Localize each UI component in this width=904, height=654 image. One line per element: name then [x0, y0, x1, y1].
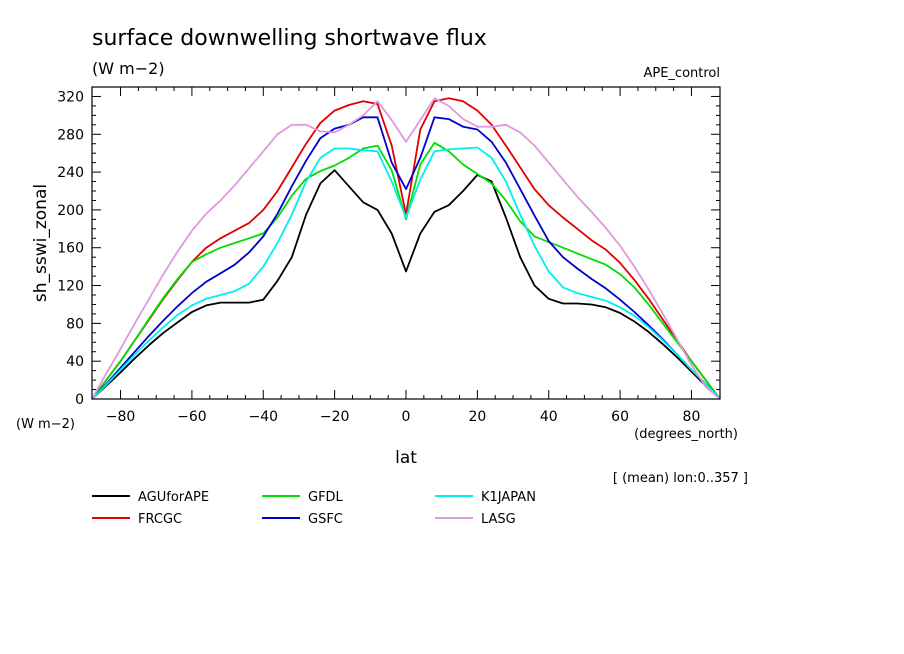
- x-axis-label: lat: [395, 448, 417, 468]
- x-tick-label: 20: [468, 409, 486, 425]
- series-line-aguforape: [91, 169, 721, 400]
- x-tick-label: 40: [540, 409, 558, 425]
- experiment-label: APE_control: [643, 66, 720, 81]
- x-tick-label: −20: [320, 409, 350, 425]
- x-tick-label: 60: [611, 409, 629, 425]
- averaging-note: [ (mean) lon:0..357 ]: [613, 471, 748, 486]
- legend-label-frcgc: FRCGC: [138, 512, 182, 527]
- legend-label-gsfc: GSFC: [308, 512, 343, 527]
- chart-units: (W m−2): [92, 59, 165, 78]
- x-tick-label: 0: [402, 409, 411, 425]
- x-tick-label: 80: [683, 409, 701, 425]
- legend: AGUforAPE FRCGC GFDL GSFC K1JAPAN LASG: [92, 490, 536, 527]
- y-tick-label: 80: [66, 316, 84, 332]
- y-tick-label: 240: [57, 165, 84, 181]
- legend-label-lasg: LASG: [481, 512, 516, 527]
- plot-frame: [91, 86, 721, 400]
- y-tick-label: 280: [57, 127, 84, 143]
- y-tick-label: 120: [57, 279, 84, 295]
- legend-label-aguforape: AGUforAPE: [138, 490, 209, 505]
- plot-area: −80 −60 −40 −20 0 20 40 60 80 0 40 80 120 160 200 240 28…: [57, 86, 721, 425]
- y-tick-label: 0: [75, 392, 84, 408]
- y-axis-unit: (W m−2): [16, 417, 75, 432]
- y-tick-label: 200: [57, 203, 84, 219]
- chart-title: surface downwelling shortwave flux: [92, 26, 487, 51]
- x-tick-label: −80: [106, 409, 136, 425]
- x-tick-label: −40: [248, 409, 278, 425]
- series-line-k1japan: [91, 146, 721, 400]
- series-group: [91, 97, 721, 400]
- series-line-lasg: [91, 97, 721, 400]
- x-axis-unit: (degrees_north): [634, 427, 738, 442]
- series-line-gsfc: [91, 116, 721, 400]
- legend-label-k1japan: K1JAPAN: [481, 490, 536, 505]
- series-line-frcgc: [91, 97, 721, 400]
- y-axis-label: sh_sswi_zonal: [31, 184, 51, 302]
- y-tick-label: 160: [57, 241, 84, 257]
- series-line-gfdl: [91, 141, 721, 400]
- x-tick-label: −60: [177, 409, 207, 425]
- y-tick-label: 320: [57, 89, 84, 105]
- ticks-group: −80 −60 −40 −20 0 20 40 60 80 0 40 80 120 160 200 240 28…: [57, 87, 720, 425]
- y-tick-label: 40: [66, 354, 84, 370]
- legend-label-gfdl: GFDL: [308, 490, 344, 505]
